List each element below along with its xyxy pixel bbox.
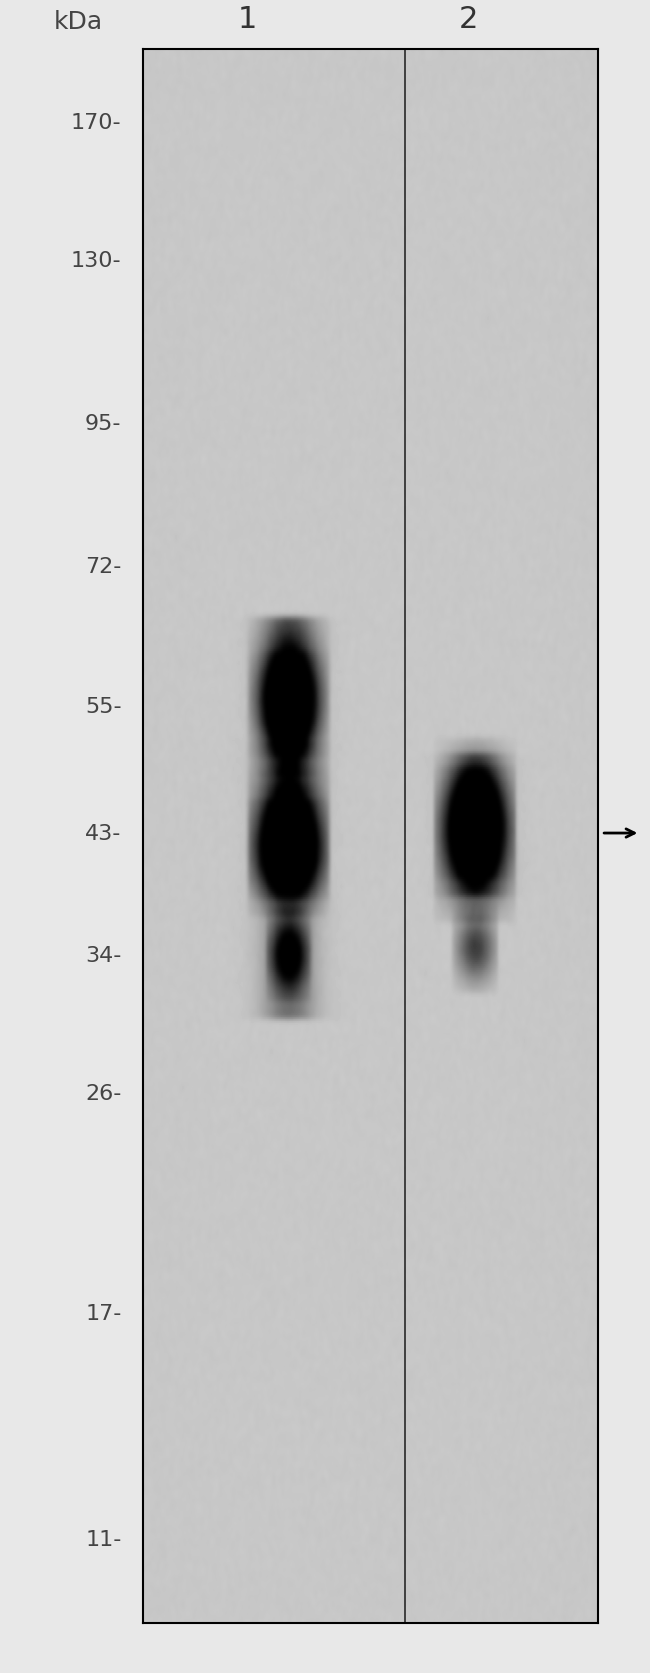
Text: kDa: kDa xyxy=(54,10,103,35)
Text: 17-: 17- xyxy=(85,1303,122,1323)
Text: 11-: 11- xyxy=(85,1529,122,1549)
Text: 95-: 95- xyxy=(85,413,122,433)
Text: 130-: 130- xyxy=(71,251,122,271)
Text: 26-: 26- xyxy=(85,1084,122,1104)
Text: 55-: 55- xyxy=(85,696,122,716)
Text: 1: 1 xyxy=(237,5,257,35)
Text: 170-: 170- xyxy=(71,112,122,132)
Text: 34-: 34- xyxy=(85,945,122,965)
Text: 43-: 43- xyxy=(85,823,122,843)
Text: 2: 2 xyxy=(458,5,478,35)
Text: 72-: 72- xyxy=(85,557,122,577)
